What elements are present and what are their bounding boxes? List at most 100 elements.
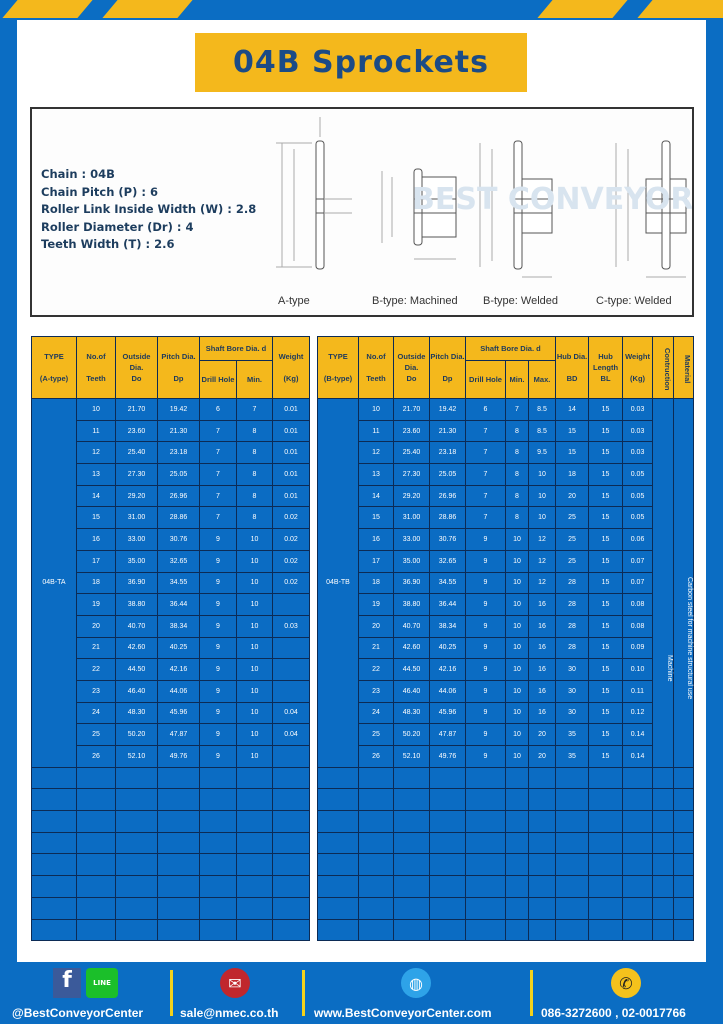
table-cell: 0.11 [622,679,654,703]
table-cell: 8 [236,441,273,465]
table-cell: 10 [505,593,529,616]
empty-cell [115,831,158,855]
table-cell: 10 [505,636,529,660]
table-cell: 9 [199,636,237,660]
table-cell: 7 [199,484,237,508]
empty-cell [465,788,506,812]
empty-cell [527,918,557,942]
empty-cell [588,875,624,898]
table-row: 11 23.60 21.30 7 8 0.01 [32,419,310,443]
table-cell: 38.34 [429,614,466,638]
empty-cell [199,853,237,877]
email-link[interactable]: sale@nmec.co.th [180,1006,279,1020]
table-cell: 30.76 [429,528,466,551]
table-cell: 15 [555,419,590,443]
b-type-welded-diagram [479,140,553,278]
table-cell: 15 [588,506,624,530]
table-cell: 44.50 [393,658,430,681]
table-cell: 8 [236,506,273,530]
empty-cell [358,896,394,920]
empty-cell [622,831,654,855]
email-icon[interactable]: ✉ [220,968,250,998]
table-cell: 10 [236,636,273,660]
empty-cell [622,918,654,942]
table-cell: 18 [358,571,394,595]
empty-cell [31,875,77,898]
table-cell: 15 [588,745,624,768]
type-cell: 04B-TB [317,398,359,768]
empty-cell [465,918,506,942]
empty-cell [622,853,654,877]
table-cell [272,636,310,660]
table-cell: 0.08 [622,614,654,638]
empty-cell [505,918,529,942]
table-cell: 19.42 [157,398,200,421]
empty-cell [555,788,590,812]
table-cell: 25 [555,549,590,573]
header-drill-hole: Drill Hole [199,360,237,399]
table-cell: 8.5 [527,398,557,421]
table-row: 24 48.30 45.96 9 10 0.04 [32,701,310,725]
table-cell: 20 [358,614,394,638]
table-cell: 9 [199,549,237,573]
empty-cell [555,810,590,833]
empty-cell [236,853,273,877]
table-cell: 26.96 [157,484,200,508]
empty-cell [236,918,273,942]
empty-cell [673,788,695,812]
table-cell: 30 [555,658,590,681]
table-cell: 23.18 [429,441,466,465]
table-cell: 7 [236,398,273,421]
table-cell: 0.02 [272,528,310,551]
empty-cell [652,896,675,920]
empty-cell [358,766,394,790]
website-link[interactable]: www.BestConveyorCenter.com [314,1006,492,1020]
empty-cell [465,831,506,855]
phone-numbers[interactable]: 086-3272600 , 02-0017766 [541,1006,686,1020]
table-cell: 0.02 [272,506,310,530]
table-cell: 10 [505,701,529,725]
table-cell: 16 [527,636,557,660]
facebook-icon[interactable]: f [53,968,81,998]
empty-cell [76,788,116,812]
empty-cell [272,918,310,942]
table-cell: 12 [76,441,116,465]
empty-cell [429,810,466,833]
table-cell: 30 [555,679,590,703]
social-handle[interactable]: @BestConveyorCenter [12,1006,144,1020]
empty-row [317,766,695,790]
empty-cell [199,875,237,898]
line-icon[interactable]: LINE [86,968,118,998]
empty-cell [236,766,273,790]
table-cell: 34.55 [157,571,200,595]
table-cell: 16 [358,528,394,551]
empty-cell [622,766,654,790]
table-cell: 16 [527,593,557,616]
table-cell: 9 [465,701,506,725]
empty-cell [76,896,116,920]
table-row: 19 38.80 36.44 9 10 [32,593,310,616]
table-row: 22 44.50 42.16 9 10 16 30 15 0.10 [318,658,694,681]
table-cell [272,679,310,703]
table-cell: 0.04 [272,723,310,746]
empty-cell [317,831,359,855]
table-cell: 7 [199,463,237,486]
table-cell: 7 [199,506,237,530]
empty-cell [652,810,675,833]
phone-icon[interactable]: ✆ [611,968,641,998]
table-cell [272,658,310,681]
table-cell: 9 [199,679,237,703]
empty-cell [76,875,116,898]
table-cell: 8 [505,419,529,443]
empty-cell [358,831,394,855]
table-cell: 6 [465,398,506,421]
table-cell: 15 [588,723,624,746]
table-row: 21 42.60 40.25 9 10 16 28 15 0.09 [318,636,694,660]
empty-cell [527,896,557,920]
material-cell: Carbon steel for machine structural use [673,398,695,768]
globe-icon[interactable]: ◍ [401,968,431,998]
spec-roller-width: Roller Link Inside Width (W) : 2.8 [41,202,257,216]
footer: @BestConveyorCenter sale@nmec.co.th www.… [0,962,723,1024]
table-cell: 9 [199,701,237,725]
empty-cell [115,788,158,812]
